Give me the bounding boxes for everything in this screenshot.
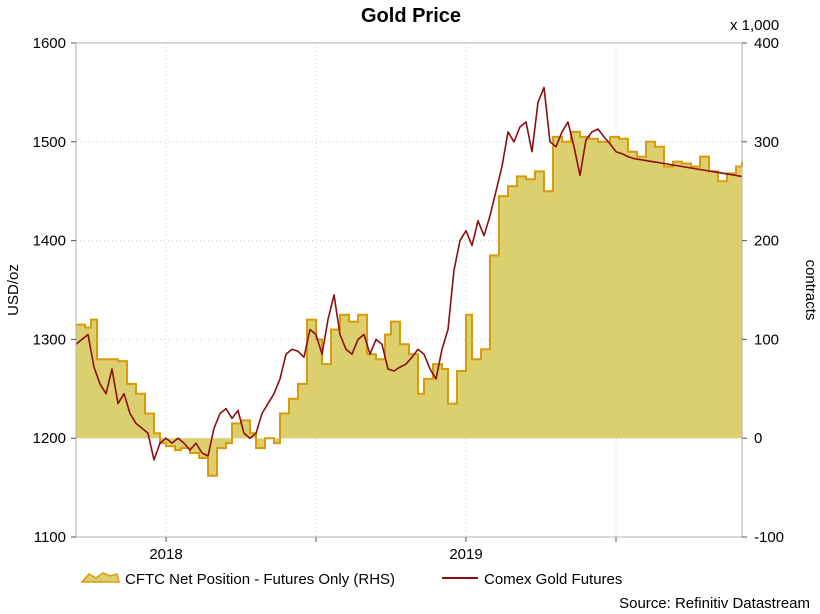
right-tick-label: -100 xyxy=(754,529,784,546)
left-axis-label: USD/oz xyxy=(5,264,22,316)
source-note: Source: Refinitiv Datastream xyxy=(619,595,810,612)
left-tick-label: 1400 xyxy=(33,233,66,250)
chart-title: Gold Price xyxy=(361,5,461,27)
left-tick-label: 1100 xyxy=(34,529,66,546)
legend-label-gold: Comex Gold Futures xyxy=(484,571,622,588)
cftc-area-fill xyxy=(76,131,742,476)
legend-label-cftc: CFTC Net Position - Futures Only (RHS) xyxy=(125,571,395,588)
right-tick-label: 200 xyxy=(754,233,779,250)
legend: CFTC Net Position - Futures Only (RHS) C… xyxy=(80,571,622,588)
gold-line-layer xyxy=(75,86,743,461)
x-tick-label: 2018 xyxy=(149,546,182,563)
right-axis-label: contracts xyxy=(802,260,819,321)
comex-gold-line xyxy=(75,86,743,461)
legend-item-cftc: CFTC Net Position - Futures Only (RHS) xyxy=(80,571,395,588)
cftc-area-layer xyxy=(76,130,743,477)
left-tick-label: 1600 xyxy=(33,35,66,52)
left-axis-ticks: 1600 1500 1400 1300 1200 1100 xyxy=(33,35,76,546)
x-tick-label: 2019 xyxy=(449,546,482,563)
plot-frame xyxy=(75,42,743,538)
right-axis-ticks: 400 300 200 100 0 -100 xyxy=(742,35,784,546)
right-axis-multiplier: x 1,000 xyxy=(730,17,779,34)
legend-swatch-cftc xyxy=(80,572,120,583)
x-axis-ticks: 2018 2019 xyxy=(149,537,617,563)
right-tick-label: 0 xyxy=(754,430,762,447)
left-tick-label: 1200 xyxy=(33,430,66,447)
right-tick-label: 300 xyxy=(754,134,779,151)
right-tick-label: 100 xyxy=(754,331,779,348)
legend-item-gold: Comex Gold Futures xyxy=(442,571,622,588)
left-tick-label: 1300 xyxy=(33,331,66,348)
right-tick-label: 400 xyxy=(754,35,779,52)
left-tick-label: 1500 xyxy=(33,134,66,151)
plot-area xyxy=(75,42,743,538)
